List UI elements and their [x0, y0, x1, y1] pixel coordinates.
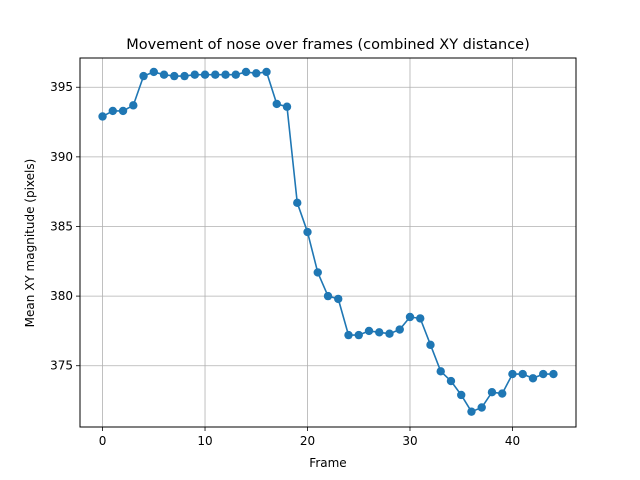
y-axis-label: Mean XY magnitude (pixels)	[23, 159, 37, 328]
data-point	[98, 112, 107, 121]
data-point	[549, 369, 558, 379]
data-point	[334, 294, 343, 304]
x-tick-label: 10	[197, 434, 212, 448]
data-point	[129, 101, 138, 110]
data-point	[477, 403, 486, 412]
data-point	[385, 329, 394, 338]
data-point	[508, 369, 517, 379]
data-point	[118, 106, 128, 116]
data-point	[498, 389, 507, 398]
data-point	[241, 67, 251, 77]
data-point	[426, 340, 435, 350]
data-point	[211, 70, 220, 79]
data-point	[364, 326, 374, 336]
data-point	[262, 67, 271, 77]
data-point	[303, 227, 312, 237]
y-tick-label: 385	[50, 219, 73, 233]
data-point	[323, 291, 333, 301]
data-point	[487, 387, 497, 397]
data-point	[231, 70, 240, 79]
data-point	[293, 198, 302, 208]
data-point	[221, 70, 230, 79]
plot-frame	[79, 57, 577, 428]
series-nose-movement	[98, 67, 558, 416]
grid	[80, 58, 576, 427]
data-point	[190, 70, 199, 79]
data-point	[354, 330, 363, 340]
data-point	[149, 67, 158, 77]
data-point	[108, 106, 117, 116]
data-point	[170, 71, 179, 81]
y-tick-label: 380	[50, 289, 73, 303]
data-point	[313, 268, 322, 277]
x-axis-ticks: 0 10 20 30 40	[99, 427, 520, 448]
data-point	[518, 369, 527, 379]
data-point	[252, 69, 261, 78]
data-point	[375, 328, 384, 337]
data-point	[539, 369, 548, 379]
data-point	[139, 71, 148, 81]
data-point	[180, 71, 189, 81]
data-point	[405, 312, 415, 322]
data-point	[282, 102, 292, 111]
data-point	[416, 314, 425, 323]
data-point	[159, 70, 169, 79]
y-tick-label: 375	[50, 359, 73, 373]
y-axis-ticks: 375 380 385 390 395	[50, 80, 80, 373]
data-point	[528, 374, 538, 383]
data-point	[436, 367, 445, 376]
data-point	[395, 325, 404, 334]
x-tick-label: 20	[300, 434, 315, 448]
data-point	[200, 70, 210, 79]
x-tick-label: 30	[402, 434, 417, 448]
chart-title: Movement of nose over frames (combined X…	[126, 37, 530, 53]
data-point	[446, 376, 456, 386]
y-tick-label: 390	[50, 150, 73, 164]
data-point	[272, 99, 281, 109]
data-point	[457, 390, 466, 400]
data-point	[467, 407, 476, 416]
y-tick-label: 395	[50, 80, 73, 94]
x-tick-label: 0	[99, 434, 107, 448]
x-tick-label: 40	[505, 434, 520, 448]
x-axis-label: Frame	[309, 456, 346, 470]
data-point	[344, 330, 353, 340]
